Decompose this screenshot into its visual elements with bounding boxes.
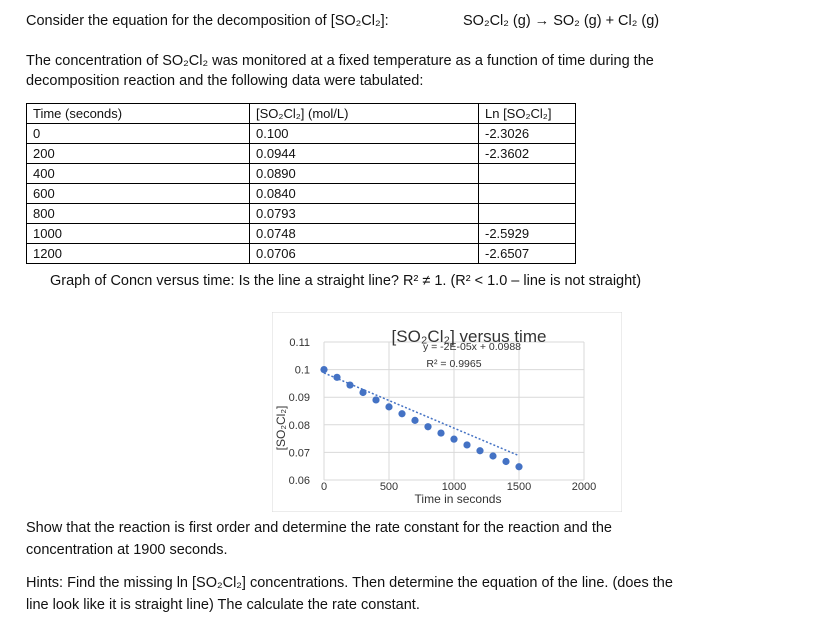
- table-row: 800 0.0793: [26, 203, 576, 224]
- data-point: [515, 463, 523, 471]
- data-point: [359, 388, 367, 397]
- x-tick-label: 2000: [572, 481, 596, 493]
- x-tick-label: 500: [380, 481, 398, 493]
- table-header-row: Time (seconds) [SO₂Cl₂] (mol/L) Ln [SO₂Cl₂…: [26, 103, 576, 124]
- table-cell: 400: [26, 163, 250, 184]
- table-cell: -2.3026: [478, 123, 576, 144]
- chart-title: [SO₂Cl₂] versus time: [392, 327, 547, 346]
- data-point: [463, 441, 471, 449]
- table-cell: 0: [26, 123, 250, 144]
- table-cell: [478, 163, 576, 184]
- table-header-cell: [SO₂Cl₂] (mol/L): [249, 103, 479, 124]
- table-cell: 1200: [26, 243, 250, 264]
- data-point: [372, 396, 380, 404]
- table-cell: -2.6507: [478, 243, 576, 264]
- hints-line-1: Hints: Find the missing ln [SO₂Cl₂] conc…: [26, 575, 673, 591]
- reaction-equation: SO₂Cl₂ (g) → SO₂ (g) + Cl₂ (g): [463, 13, 660, 29]
- chart-frame: [272, 312, 622, 512]
- y-tick-label: 0.11: [289, 337, 310, 349]
- data-point: [398, 410, 406, 418]
- table-cell: 0.0793: [249, 203, 479, 224]
- intro-line-3: decomposition reaction and the following…: [26, 73, 424, 89]
- table-row: 1200 0.0706 -2.6507: [26, 243, 576, 264]
- data-point: [346, 381, 354, 389]
- table-cell: 800: [26, 203, 250, 224]
- data-point: [424, 423, 432, 431]
- table-row: 600 0.0840: [26, 183, 576, 204]
- table-header-cell: Time (seconds): [26, 103, 250, 124]
- table-cell: 200: [26, 143, 250, 164]
- table-header-cell: Ln [SO₂Cl₂]: [478, 103, 576, 124]
- trendline-r-squared: R² = 0.9965: [426, 358, 481, 370]
- table-cell: -2.5929: [478, 223, 576, 244]
- scatter-chart: 0.110.10.090.080.070.06 0 500 1000 1500 2000 …: [272, 312, 622, 512]
- graph-question: Graph of Concn versus time: Is the line …: [50, 273, 642, 289]
- hints-line-2: line look like it is straight line) The …: [26, 597, 420, 613]
- table-cell: -2.3602: [478, 143, 576, 164]
- trendline-equation: y = -2E-05x + 0.0988: [423, 341, 521, 353]
- x-tick-label: 1500: [507, 481, 531, 493]
- data-point: [489, 452, 497, 460]
- intro-line-2: The concentration of SO₂Cl₂ was monitore…: [26, 53, 654, 69]
- chart-points: [320, 366, 523, 471]
- y-axis-label: [SO₂Cl₂]: [274, 406, 288, 451]
- table-row: 200 0.0944 -2.3602: [26, 143, 576, 164]
- table-row: 0 0.100 -2.3026: [26, 123, 576, 144]
- table-cell: 0.100: [249, 123, 479, 144]
- table-cell: 0.0944: [249, 143, 479, 164]
- trendline: [323, 372, 520, 457]
- table-cell: 0.0748: [249, 223, 479, 244]
- x-axis-label: Time in seconds: [415, 492, 502, 506]
- chart-grid: [323, 341, 585, 481]
- data-point: [437, 429, 445, 437]
- table-cell: 0.0840: [249, 183, 479, 204]
- chart-tick-labels: 0.11 0.1 0.09 0.08 0.07 0.06 0 500 1000 1500 2000: [289, 337, 597, 493]
- data-point: [502, 457, 510, 466]
- y-tick-label: 0.07: [289, 447, 310, 459]
- table-cell: 600: [26, 183, 250, 204]
- table-cell: 1000: [26, 223, 250, 244]
- table-row: 1000 0.0748 -2.5929: [26, 223, 576, 244]
- table-cell: 0.0890: [249, 163, 479, 184]
- x-tick-label: 0: [321, 481, 327, 493]
- x-tick-label: 1000: [442, 481, 466, 493]
- data-point: [333, 373, 341, 381]
- data-point: [450, 435, 458, 443]
- y-tick-label: 0.06: [289, 475, 310, 487]
- data-point: [476, 447, 484, 455]
- data-point: [385, 403, 393, 411]
- data-point: [320, 366, 328, 374]
- table-row: 400 0.0890: [26, 163, 576, 184]
- y-tick-label: 0.1: [295, 365, 310, 377]
- data-table: Time (seconds) [SO₂Cl₂] (mol/L) Ln [SO₂Cl₂…: [26, 103, 576, 264]
- data-point: [411, 416, 419, 424]
- y-tick-label: 0.09: [289, 392, 310, 404]
- question-line-2: concentration at 1900 seconds.: [26, 542, 228, 558]
- table-cell: [478, 203, 576, 224]
- intro-line-1: Consider the equation for the decomposit…: [26, 13, 389, 29]
- table-cell: [478, 183, 576, 204]
- y-tick-label: 0.08: [289, 420, 310, 432]
- question-line-1: Show that the reaction is first order an…: [26, 520, 612, 536]
- table-cell: 0.0706: [249, 243, 479, 264]
